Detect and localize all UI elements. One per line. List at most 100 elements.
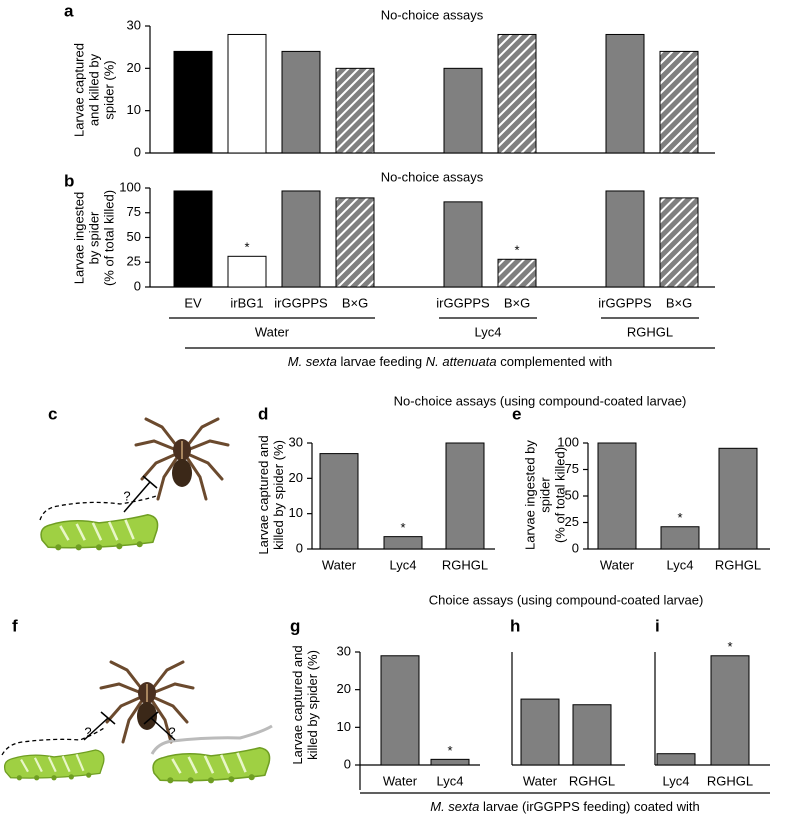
panel-letter: h bbox=[510, 616, 520, 635]
x-tick-label: B×G bbox=[504, 295, 530, 310]
y-tick-label: 0 bbox=[134, 278, 141, 293]
inhibition-line bbox=[123, 481, 151, 513]
y-tick-label: 20 bbox=[289, 470, 303, 485]
y-axis-label: Larvae ingested by bbox=[522, 440, 537, 550]
x-tick-label: irGGPPS bbox=[274, 295, 328, 310]
x-tick-label: Water bbox=[322, 557, 357, 572]
y-axis-label: (% of total killed) bbox=[101, 190, 116, 286]
y-tick-label: 0 bbox=[134, 144, 141, 159]
bar bbox=[660, 526, 700, 550]
x-tick-label: Lyc4 bbox=[663, 773, 690, 788]
y-tick-label: 20 bbox=[337, 681, 351, 696]
bar bbox=[710, 655, 750, 766]
y-axis-label: by spider bbox=[86, 211, 101, 264]
y-axis-label: killed by spider (%) bbox=[305, 650, 320, 760]
significance-label: * bbox=[244, 240, 249, 255]
question-mark: ? bbox=[84, 724, 91, 739]
y-axis-label: Larvae ingested bbox=[71, 192, 86, 285]
bar bbox=[497, 33, 537, 154]
y-tick-label: 75 bbox=[127, 204, 141, 219]
bar bbox=[335, 67, 375, 154]
bar bbox=[520, 698, 560, 766]
x-tick-label: RGHGL bbox=[715, 557, 761, 572]
panel-letter: e bbox=[512, 404, 521, 423]
significance-label: * bbox=[400, 520, 405, 535]
y-tick-label: 0 bbox=[572, 540, 579, 555]
y-axis-label: Larvae captured and bbox=[290, 645, 305, 764]
significance-label: * bbox=[677, 510, 682, 525]
chart-title: No-choice assays (using compound-coated … bbox=[394, 393, 687, 408]
y-axis-label: (% of total killed) bbox=[552, 447, 567, 543]
y-tick-label: 25 bbox=[127, 254, 141, 269]
inhibition-line bbox=[150, 717, 176, 741]
panel-letter: i bbox=[655, 616, 660, 635]
y-tick-label: 20 bbox=[127, 60, 141, 75]
y-tick-label: 100 bbox=[557, 434, 579, 449]
y-axis-label: spider bbox=[537, 477, 552, 513]
y-tick-label: 75 bbox=[565, 461, 579, 476]
y-axis-label: spider (%) bbox=[101, 60, 116, 119]
bar bbox=[659, 50, 699, 154]
y-tick-label: 30 bbox=[337, 643, 351, 658]
y-axis-label: Larvae captured and bbox=[256, 435, 271, 554]
significance-label: * bbox=[727, 639, 732, 654]
bar bbox=[443, 201, 483, 288]
x-axis-label-part: larvae feeding bbox=[337, 354, 426, 369]
x-tick-label: Lyc4 bbox=[437, 773, 464, 788]
inhibition-bar bbox=[143, 711, 159, 725]
significance-label: * bbox=[447, 743, 452, 758]
y-tick-label: 30 bbox=[289, 434, 303, 449]
group-label: Water bbox=[255, 324, 290, 339]
y-tick-label: 50 bbox=[127, 229, 141, 244]
group-label: RGHGL bbox=[627, 324, 673, 339]
y-tick-label: 10 bbox=[337, 719, 351, 734]
x-tick-label: Water bbox=[600, 557, 635, 572]
question-mark: ? bbox=[123, 488, 130, 503]
x-tick-label: irGGPPS bbox=[598, 295, 652, 310]
illustration-c: c ? bbox=[39, 404, 230, 552]
x-tick-label: Lyc4 bbox=[390, 557, 417, 572]
x-axis-label: M. sexta larvae (irGGPPS feeding) coated… bbox=[430, 799, 700, 814]
y-axis-label: killed by spider (%) bbox=[271, 440, 286, 550]
bar bbox=[383, 536, 423, 550]
panel-letter: f bbox=[12, 616, 18, 635]
bar bbox=[319, 453, 359, 550]
x-axis-label-part: M. sexta bbox=[288, 354, 337, 369]
bar bbox=[443, 67, 483, 154]
coating-outline bbox=[39, 495, 157, 521]
group-label: Lyc4 bbox=[475, 324, 502, 339]
bar bbox=[281, 190, 321, 288]
panel-letter: a bbox=[64, 1, 74, 20]
illustration-f: f ? ? bbox=[1, 616, 273, 784]
bar bbox=[173, 50, 213, 154]
y-axis-label: Larvae captured bbox=[71, 43, 86, 137]
x-tick-label: Lyc4 bbox=[667, 557, 694, 572]
bar bbox=[430, 758, 470, 766]
x-tick-label: RGHGL bbox=[569, 773, 615, 788]
bar bbox=[659, 197, 699, 288]
bar bbox=[605, 190, 645, 288]
x-axis-label: M. sexta larvae feeding N. attenuata com… bbox=[288, 354, 612, 369]
chart-title: No-choice assays bbox=[381, 7, 484, 22]
y-axis-label: and killed by bbox=[86, 53, 101, 126]
y-tick-label: 10 bbox=[289, 505, 303, 520]
bar bbox=[173, 190, 213, 288]
significance-label: * bbox=[514, 243, 519, 258]
inhibition-bar bbox=[142, 475, 158, 489]
y-tick-label: 0 bbox=[296, 540, 303, 555]
panel-letter: b bbox=[64, 171, 74, 190]
bar bbox=[227, 255, 267, 288]
x-axis-label-part: M. sexta bbox=[430, 799, 479, 814]
bar bbox=[380, 655, 420, 766]
bar bbox=[605, 33, 645, 154]
x-axis-label-part: larvae (irGGPPS feeding) coated with bbox=[479, 799, 699, 814]
y-tick-label: 0 bbox=[344, 756, 351, 771]
panel-letter: d bbox=[258, 404, 268, 423]
bar bbox=[656, 753, 696, 766]
panel-letter: c bbox=[48, 404, 57, 423]
bar bbox=[718, 447, 758, 550]
inhibition-bar bbox=[100, 711, 116, 725]
bar bbox=[572, 704, 612, 766]
y-tick-label: 25 bbox=[565, 514, 579, 529]
